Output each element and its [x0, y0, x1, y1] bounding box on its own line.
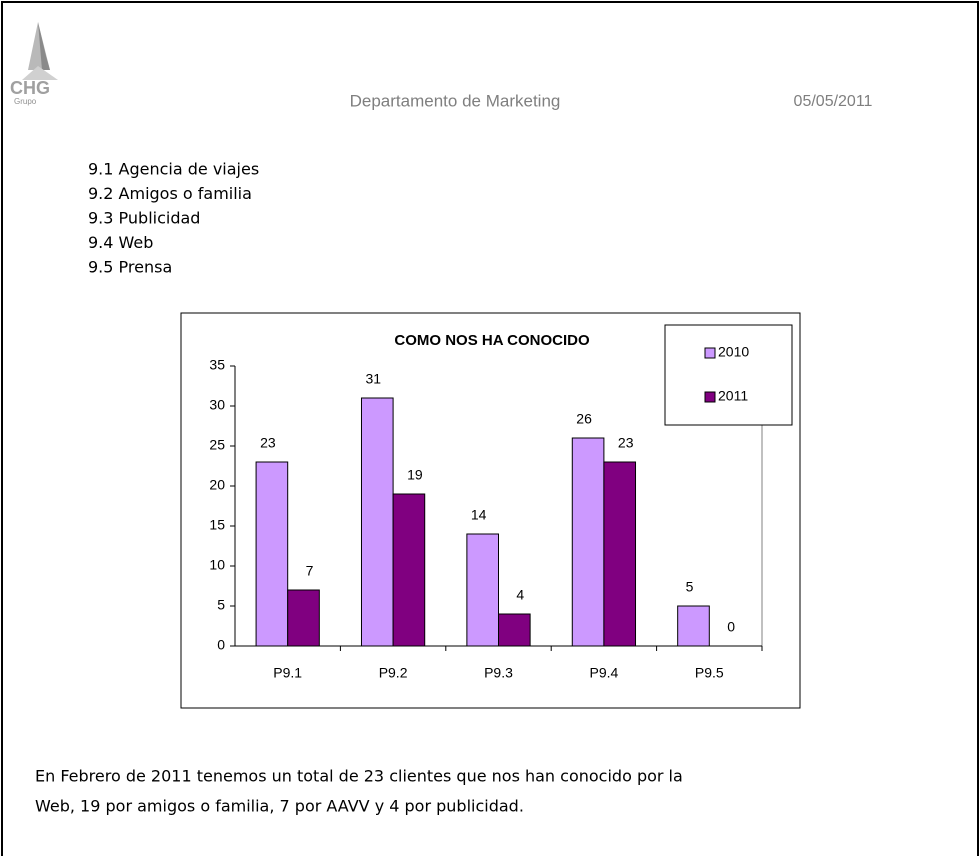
list: 9.1 Agencia de viajes 9.2 Amigos o famili…: [88, 160, 259, 277]
value-label: 23: [618, 435, 634, 451]
paragraph-line: En Febrero de 2011 tenemos un total de 2…: [35, 767, 683, 786]
y-tick-label: 35: [209, 357, 225, 373]
x-tick-label: P9.1: [273, 665, 302, 681]
bar: [255, 461, 289, 647]
bar: [498, 613, 531, 647]
x-tick-label: P9.5: [695, 665, 724, 681]
legend-label: 2011: [718, 388, 748, 404]
bar: [360, 397, 394, 647]
y-tick-label: 30: [209, 397, 225, 413]
logo-shape: [38, 22, 50, 70]
legend-label: 2010: [718, 344, 749, 360]
value-label: 5: [686, 579, 694, 595]
logo-subtext: Grupo: [14, 97, 37, 106]
bar: [466, 533, 500, 647]
legend-swatch: [704, 347, 716, 359]
value-label: 14: [471, 507, 487, 523]
logo-shape: [22, 66, 58, 80]
list-item: 9.4 Web: [88, 233, 153, 252]
bar: [287, 589, 320, 647]
bar: [603, 461, 637, 647]
y-tick-label: 20: [209, 477, 225, 493]
value-label: 23: [260, 435, 276, 451]
bar: [677, 605, 710, 647]
header-title: Departamento de Marketing: [350, 91, 561, 110]
header-date: 05/05/2011: [794, 93, 873, 110]
x-tick-label: P9.4: [589, 665, 618, 681]
bar: [571, 437, 605, 647]
chart: COMO NOS HA CONOCIDO 0 5 10 15 20 25 30 35 P9.1 2…: [209, 324, 793, 681]
list-item: 9.2 Amigos o familia: [88, 184, 252, 203]
x-tick-label: P9.2: [379, 665, 408, 681]
y-tick-label: 10: [209, 557, 225, 573]
list-item: 9.1 Agencia de viajes: [88, 160, 259, 179]
y-tick-label: 5: [217, 597, 225, 613]
chart-title: COMO NOS HA CONOCIDO: [394, 332, 590, 349]
value-label: 26: [576, 411, 592, 427]
value-label: 31: [366, 371, 382, 387]
y-tick-label: 25: [209, 437, 225, 453]
legend-swatch: [704, 391, 716, 403]
y-tick-label: 15: [209, 517, 225, 533]
logo: CHG Grupo: [10, 22, 58, 106]
bar: [392, 493, 426, 647]
list-item: 9.3 Publicidad: [88, 209, 200, 228]
value-label: 4: [516, 587, 524, 603]
logo-text: CHG: [10, 78, 50, 98]
value-label: 19: [407, 467, 423, 483]
legend-box: [664, 324, 793, 426]
value-label: 0: [727, 619, 735, 635]
value-label: 7: [306, 563, 314, 579]
list-item: 9.5 Prensa: [88, 258, 172, 277]
x-tick-label: P9.3: [484, 665, 513, 681]
paragraph-line: Web, 19 por amigos o familia, 7 por AAVV…: [35, 797, 524, 816]
paragraph: En Febrero de 2011 tenemos un total de 2…: [35, 767, 683, 816]
y-tick-label: 0: [217, 637, 225, 653]
